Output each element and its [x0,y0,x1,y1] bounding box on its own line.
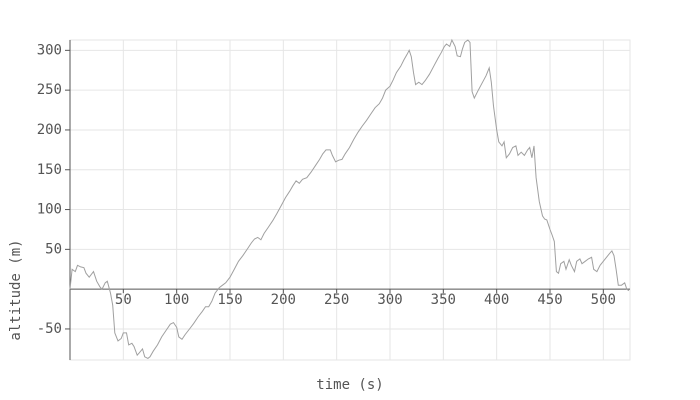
data-line [69,38,630,359]
y-tick-label: 300 [37,42,62,58]
x-tick-label: 400 [484,292,509,308]
y-axis-label: altitude (m) [8,239,24,340]
x-tick-label: 250 [324,292,349,308]
x-tick-label: 350 [431,292,456,308]
y-tick-label: 100 [37,202,62,218]
y-tick-label: 250 [37,82,62,98]
x-tick-label: 100 [164,292,189,308]
y-tick-label: -50 [37,321,62,337]
x-tick-label: 450 [537,292,562,308]
y-tick-label: 200 [37,122,62,138]
x-tick-label: 300 [377,292,402,308]
y-tick-label: 50 [45,241,62,257]
y-tick-label: 150 [37,162,62,178]
x-tick-label: 150 [217,292,242,308]
plot-frame [69,39,631,361]
x-axis-label: time (s) [316,377,383,393]
x-tick-label: 500 [591,292,616,308]
x-tick-label: 50 [115,292,132,308]
x-tick-label: 200 [271,292,296,308]
